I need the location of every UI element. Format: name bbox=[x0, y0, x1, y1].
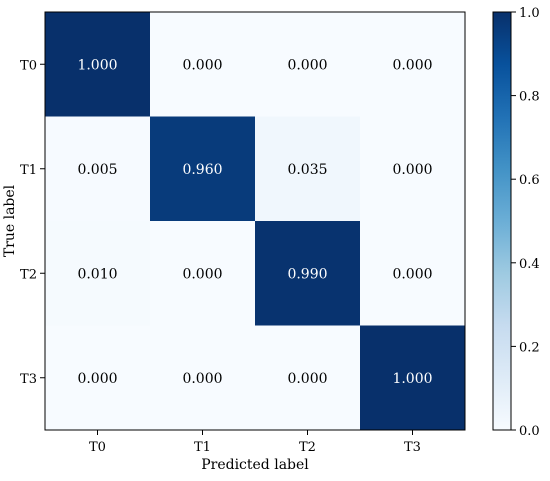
heatmap-cell-r2-c2 bbox=[255, 221, 361, 326]
cell-value-label: 0.990 bbox=[287, 266, 327, 282]
y-tick-label: T1 bbox=[20, 163, 37, 178]
x-tick-label: T3 bbox=[404, 440, 421, 455]
heatmap-cell-r3-c0 bbox=[45, 325, 151, 431]
heatmap-cell-r1-c0 bbox=[45, 116, 151, 222]
heatmap-cell-r0-c1 bbox=[150, 12, 256, 117]
heatmap-cell-r2-c1 bbox=[150, 221, 256, 326]
heatmap-cell-r3-c1 bbox=[150, 325, 256, 431]
colorbar-ticks: 0.0 0.2 0.4 0.6 0.8 1.0 bbox=[511, 6, 540, 439]
colorbar-tick-label: 0.4 bbox=[519, 257, 540, 272]
cell-value-label: 0.000 bbox=[392, 266, 432, 282]
y-tick-label: T3 bbox=[20, 372, 37, 387]
x-tick-label: T1 bbox=[194, 440, 211, 455]
plot-frame bbox=[44, 11, 466, 431]
cell-value-label: 0.960 bbox=[182, 162, 222, 178]
colorbar bbox=[492, 11, 512, 431]
heatmap-cell-r0-c0 bbox=[45, 12, 151, 117]
y-tick-label: T0 bbox=[20, 58, 37, 73]
cell-value-label: 0.010 bbox=[77, 266, 117, 282]
heatmap-cell-r3-c3 bbox=[360, 325, 466, 431]
x-axis-ticks: T0 T1 T2 T3 bbox=[89, 430, 421, 455]
y-tick-label: T2 bbox=[20, 267, 37, 282]
heatmap-cell-r2-c0 bbox=[45, 221, 151, 326]
x-tick-label: T0 bbox=[89, 440, 106, 455]
cell-value-label: 1.000 bbox=[77, 57, 117, 73]
heatmap-cell-r0-c2 bbox=[255, 12, 361, 117]
x-axis-label: Predicted label bbox=[201, 457, 309, 473]
y-axis-ticks: T0 T1 T2 T3 bbox=[20, 58, 45, 387]
x-tick-label: T2 bbox=[299, 440, 316, 455]
cell-value-label: 1.000 bbox=[392, 371, 432, 387]
cell-value-label: 0.035 bbox=[287, 162, 327, 178]
heatmap-cell-r1-c3 bbox=[360, 116, 466, 222]
y-axis-label: True label bbox=[2, 184, 18, 257]
cell-value-label: 0.000 bbox=[182, 57, 222, 73]
heatmap-cells bbox=[45, 12, 466, 431]
heatmap-cell-r2-c3 bbox=[360, 221, 466, 326]
heatmap-cell-r3-c2 bbox=[255, 325, 361, 431]
colorbar-tick-label: 0.0 bbox=[519, 424, 540, 439]
heatmap-cell-r0-c3 bbox=[360, 12, 466, 117]
cell-value-label: 0.000 bbox=[182, 371, 222, 387]
colorbar-tick-label: 1.0 bbox=[519, 6, 540, 21]
cell-value-label: 0.000 bbox=[287, 371, 327, 387]
cell-value-label: 0.005 bbox=[77, 162, 117, 178]
colorbar-tick-label: 0.2 bbox=[519, 340, 540, 355]
cell-value-label: 0.000 bbox=[287, 57, 327, 73]
cell-value-label: 0.000 bbox=[182, 266, 222, 282]
colorbar-tick-label: 0.6 bbox=[519, 173, 540, 188]
cell-value-label: 0.000 bbox=[77, 371, 117, 387]
heatmap-cell-labels: 1.000 0.000 0.000 0.000 0.005 0.960 0.035 0.000… bbox=[77, 57, 432, 387]
colorbar-tick-label: 0.8 bbox=[519, 90, 540, 105]
heatmap-cell-r1-c1 bbox=[150, 116, 256, 222]
heatmap-cell-r1-c2 bbox=[255, 116, 361, 222]
cell-value-label: 0.000 bbox=[392, 57, 432, 73]
cell-value-label: 0.000 bbox=[392, 162, 432, 178]
